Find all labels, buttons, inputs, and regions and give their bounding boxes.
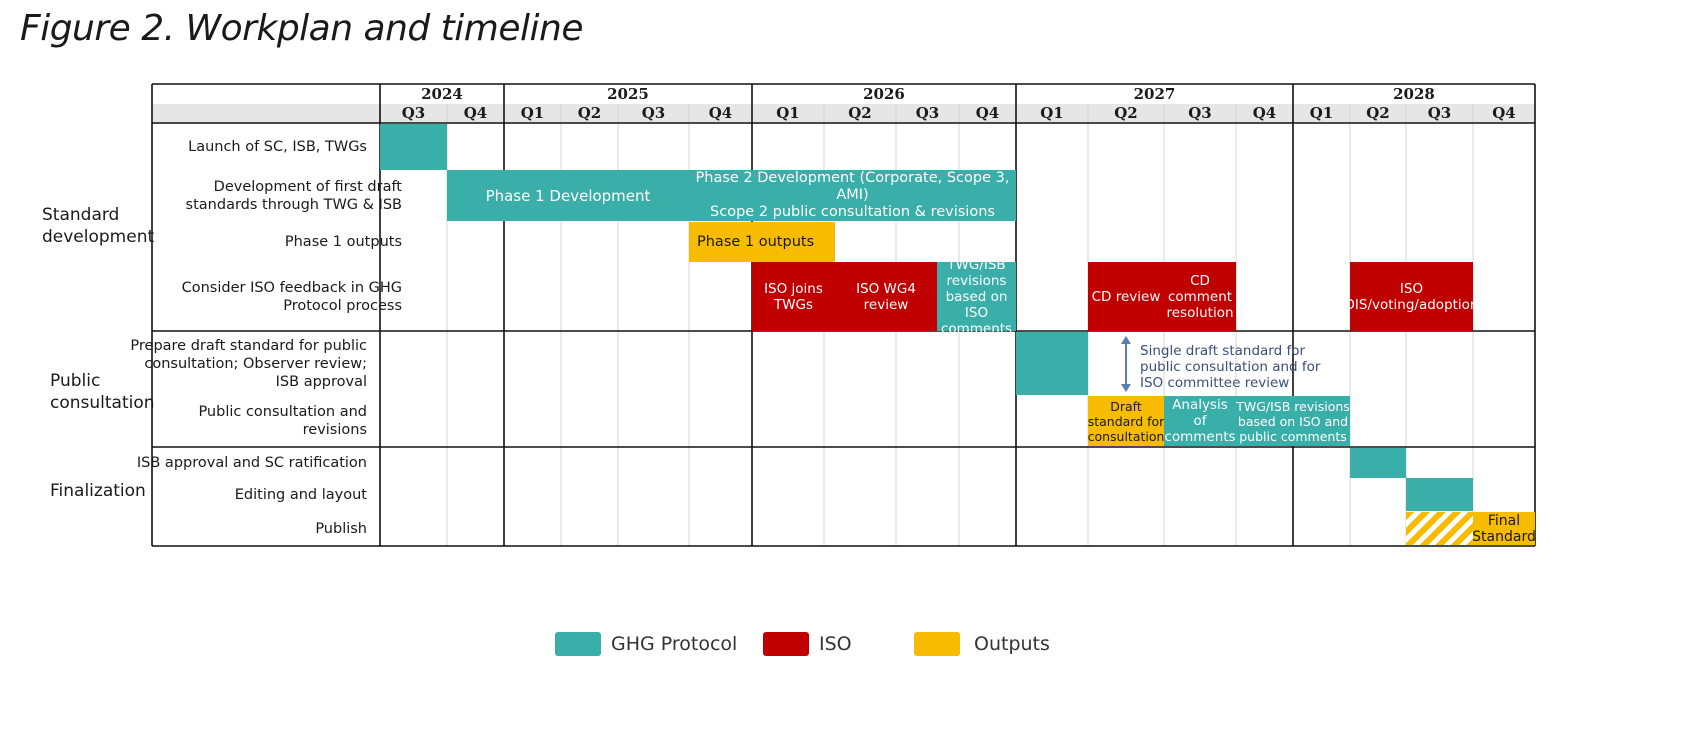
quarter-label: Q4 [1492, 104, 1516, 122]
row-label-phase1-outputs: Phase 1 outputs [284, 234, 402, 250]
quarter-label: Q2 [1114, 104, 1138, 122]
quarter-label: Q1 [1309, 104, 1334, 122]
year-2024: 2024 [421, 85, 463, 103]
year-2025: 2025 [607, 85, 649, 103]
quarter-label: Q2 [848, 104, 872, 122]
bar-draft-standard: Draft standard for consultation [1088, 396, 1164, 446]
bar-isb-approval [1350, 448, 1406, 478]
row-label-editing: Editing and layout [234, 487, 367, 503]
quarter-label: Q2 [1366, 104, 1390, 122]
quarter-label: Q1 [520, 104, 545, 122]
quarter-label: Q3 [641, 104, 666, 122]
section-standard-development: Standard development [42, 205, 155, 247]
row-label-launch: Launch of SC, ISB, TWGs [188, 139, 367, 155]
year-2027: 2027 [1133, 85, 1176, 103]
bar-iso-wg4: ISO WG4 review [835, 262, 937, 331]
quarter-label: Q3 [915, 104, 940, 122]
bar-twg-isb-revisions-iso: TWG/ISB revisions based on ISO comments [937, 257, 1016, 337]
quarter-label: Q4 [1252, 104, 1277, 122]
year-2026: 2026 [863, 85, 905, 103]
annotation-note: Single draft standard for public consult… [1140, 343, 1321, 391]
quarter-label: Q4 [463, 104, 488, 122]
bar-cd-review: CD review [1088, 262, 1164, 331]
quarter-label: Q3 [1188, 104, 1212, 122]
bar-final-standard: Final Standard [1472, 512, 1536, 545]
quarter-label: Q4 [708, 104, 733, 122]
bar-phase1-outputs: Phase 1 outputs [689, 222, 835, 262]
quarter-label: Q4 [975, 104, 1000, 122]
legend-ghg-swatch [555, 632, 601, 656]
figure-title: Figure 2. Workplan and timeline [20, 8, 583, 49]
bar-iso-joins: ISO joins TWGs [752, 262, 835, 331]
bar-phase2-line2: Scope 2 public consultation & revisions [710, 204, 995, 220]
row-label-prepare-draft: Prepare draft standard for public consul… [130, 338, 367, 390]
row-label-isb-approval: ISB approval and SC ratification [136, 455, 367, 471]
legend-outputs: Outputs [914, 632, 1050, 656]
section-finalization: Finalization [50, 481, 146, 501]
bar-launch [380, 124, 447, 170]
bar-iso-dis: ISO DIS/voting/adoption [1345, 262, 1479, 331]
bar-phase2-development: Phase 2 Development (Corporate, Scope 3,… [689, 170, 1016, 221]
bar-phase2-line1: Phase 2 Development (Corporate, Scope 3,… [695, 170, 1010, 203]
bar-prepare-draft [1016, 332, 1088, 395]
legend-outputs-label: Outputs [974, 633, 1050, 655]
quarter-label: Q1 [776, 104, 800, 122]
legend-iso-swatch [763, 632, 809, 656]
bar-analysis-comments: Analysis of comments [1164, 396, 1236, 446]
legend-ghg-label: GHG Protocol [611, 633, 738, 655]
quarter-label: Q1 [1040, 104, 1064, 122]
row-label-development: Development of first draft standards thr… [185, 179, 402, 213]
quarter-label: Q3 [401, 104, 426, 122]
double-arrow-icon [1121, 336, 1131, 392]
row-label-publish: Publish [315, 521, 367, 537]
section-public-consultation: Public consultation [50, 371, 155, 413]
legend-iso: ISO [763, 632, 852, 656]
bar-phase1-development: Phase 1 Development [447, 170, 689, 221]
bar-twg-isb-revisions-public: TWG/ISB revisions based on ISO and publi… [1236, 396, 1350, 446]
legend-ghg: GHG Protocol [555, 632, 737, 656]
quarter-label: Q3 [1427, 104, 1452, 122]
legend-iso-label: ISO [819, 633, 852, 655]
year-2028: 2028 [1393, 85, 1435, 103]
bar-cd-comment: CD comment resolution [1164, 262, 1236, 331]
bar-editing [1406, 478, 1473, 511]
bar-publish-hatched [1406, 512, 1473, 545]
row-label-public-consultation: Public consultation and revisions [198, 404, 367, 438]
legend-outputs-swatch [914, 632, 960, 656]
quarter-label: Q2 [577, 104, 602, 122]
row-label-iso-feedback: Consider ISO feedback in GHG Protocol pr… [181, 279, 402, 314]
